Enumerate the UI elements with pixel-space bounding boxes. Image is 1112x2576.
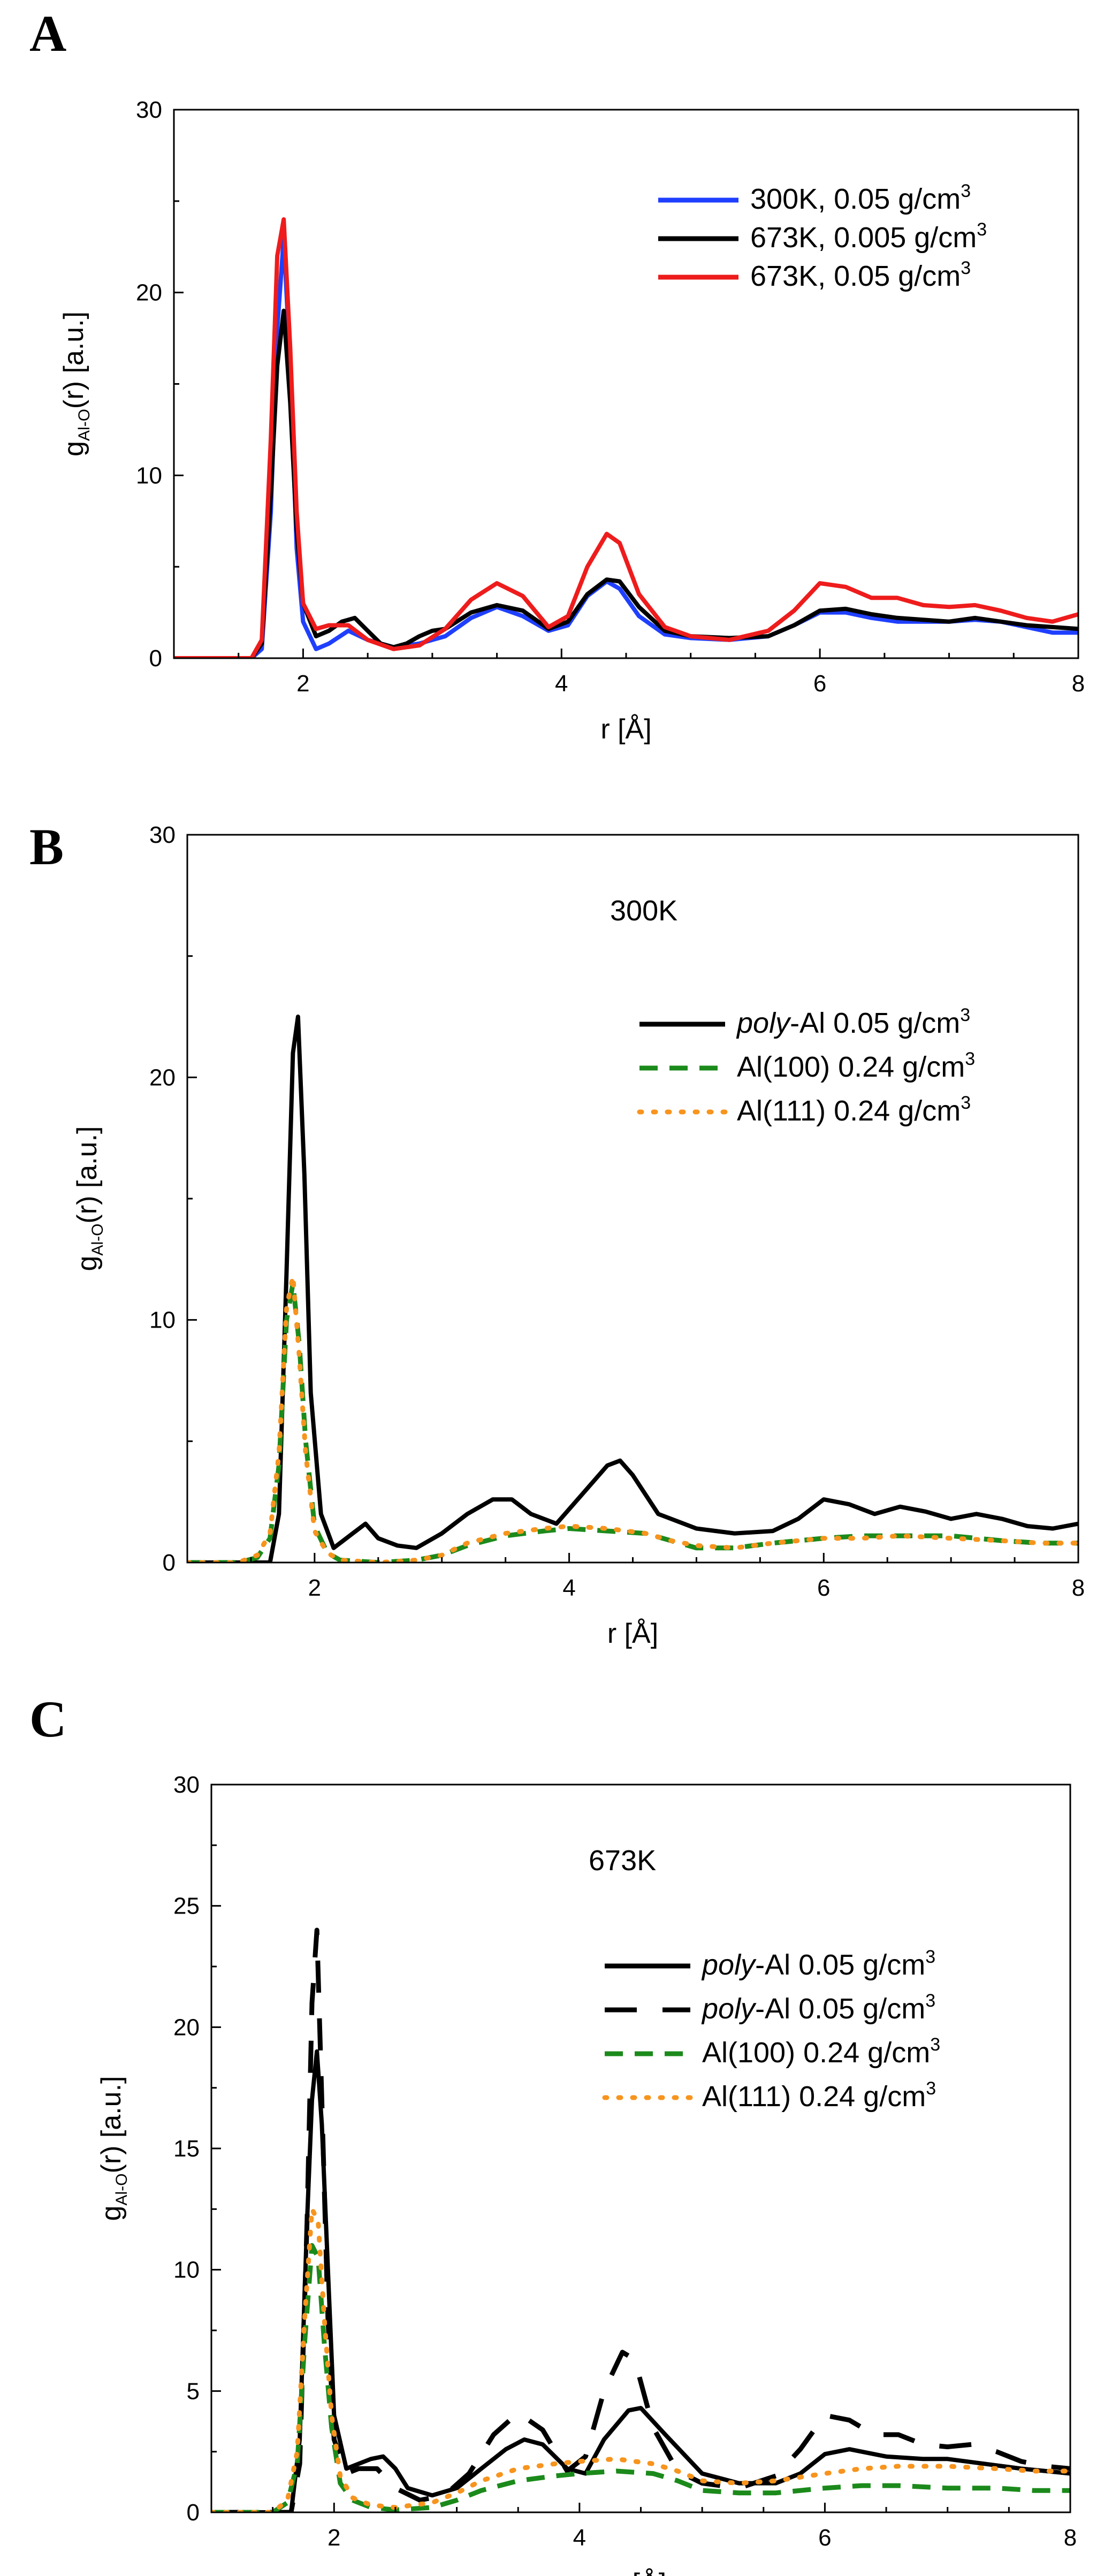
legend-label-0: poly-Al 0.05 g/cm3	[701, 1947, 935, 1981]
y-tick-label: 20	[136, 280, 162, 306]
legend-label-2: Al(111) 0.24 g/cm3	[737, 1093, 971, 1127]
series-line-3	[211, 2206, 1070, 2512]
y-tick-label: 30	[173, 1772, 200, 1798]
y-tick-label: 20	[149, 1064, 176, 1091]
panel-letter: A	[29, 5, 66, 62]
y-axis-label: gAl-O(r) [a.u.]	[72, 1126, 106, 1271]
legend-label-2: Al(100) 0.24 g/cm3	[702, 2034, 940, 2069]
y-tick-label: 15	[173, 2136, 200, 2162]
x-tick-label: 8	[1072, 1575, 1085, 1601]
y-tick-label: 10	[136, 462, 162, 489]
x-tick-label: 6	[817, 1575, 830, 1601]
x-tick-label: 4	[555, 670, 568, 697]
series-line-2	[211, 2243, 1070, 2512]
x-tick-label: 8	[1072, 670, 1085, 697]
legend-label-1: poly-Al 0.05 g/cm3	[701, 1991, 935, 2025]
x-axis-label: r [Å]	[615, 2568, 666, 2576]
temperature-annotation: 673K	[589, 1845, 656, 1877]
panel-c: C 2 4 6 8 0 5 10 15 20 25 30 r [Å] gAl-O(r) [a.u.] 673…	[29, 1690, 1077, 2576]
panel-b: B 2 4 6 8 0 10 20 30 r [Å] gAl-O(r) [a.u.] 300K poly…	[29, 818, 1085, 1649]
x-tick-label: 2	[296, 670, 309, 697]
x-tick-label: 4	[573, 2525, 586, 2551]
legend-label-0: 300K, 0.05 g/cm3	[750, 181, 971, 215]
series-line-1	[211, 1927, 1070, 2512]
y-tick-label: 25	[173, 1893, 200, 1919]
series-line-0	[211, 2049, 1070, 2512]
series-line-1	[187, 1281, 1078, 1563]
legend-label-1: 673K, 0.005 g/cm3	[750, 219, 987, 254]
x-tick-label: 6	[818, 2525, 831, 2551]
y-axis-label: gAl-O(r) [a.u.]	[58, 311, 93, 456]
y-tick-label: 10	[149, 1307, 176, 1333]
x-tick-label: 8	[1064, 2525, 1077, 2551]
x-tick-label: 2	[327, 2525, 340, 2551]
y-tick-label: 30	[136, 97, 162, 123]
series-line-2	[174, 217, 1078, 658]
y-tick-label: 0	[187, 2499, 200, 2526]
y-tick-label: 0	[163, 1550, 176, 1576]
y-tick-label: 0	[149, 645, 162, 672]
series-line-0	[187, 1015, 1078, 1563]
plot-frame	[186, 834, 1079, 1564]
panel-a: A 2 4 6 8 0 10 20 30 r [Å] gAl-O(r) [a.u.] 300K, 0.…	[29, 5, 1085, 745]
legend-label-0: poly-Al 0.05 g/cm3	[736, 1005, 970, 1039]
x-tick-label: 4	[562, 1575, 575, 1601]
y-axis-label: gAl-O(r) [a.u.]	[96, 2076, 131, 2221]
y-tick-label: 20	[173, 2014, 200, 2040]
temperature-annotation: 300K	[610, 895, 677, 927]
panel-letter: B	[29, 818, 64, 875]
x-axis-label: r [Å]	[607, 1618, 658, 1649]
legend-label-2: 673K, 0.05 g/cm3	[750, 258, 971, 292]
y-tick-label: 10	[173, 2257, 200, 2283]
y-tick-label: 30	[149, 822, 176, 848]
plot-frame	[210, 1784, 1071, 2513]
x-axis-label: r [Å]	[600, 714, 651, 745]
legend-label-1: Al(100) 0.24 g/cm3	[737, 1049, 975, 1083]
x-tick-label: 6	[813, 670, 826, 697]
x-tick-label: 2	[308, 1575, 321, 1601]
legend-label-3: Al(111) 0.24 g/cm3	[702, 2078, 936, 2113]
panel-letter: C	[29, 1690, 66, 1748]
y-tick-label: 5	[187, 2378, 200, 2404]
series-line-0	[174, 235, 1078, 658]
